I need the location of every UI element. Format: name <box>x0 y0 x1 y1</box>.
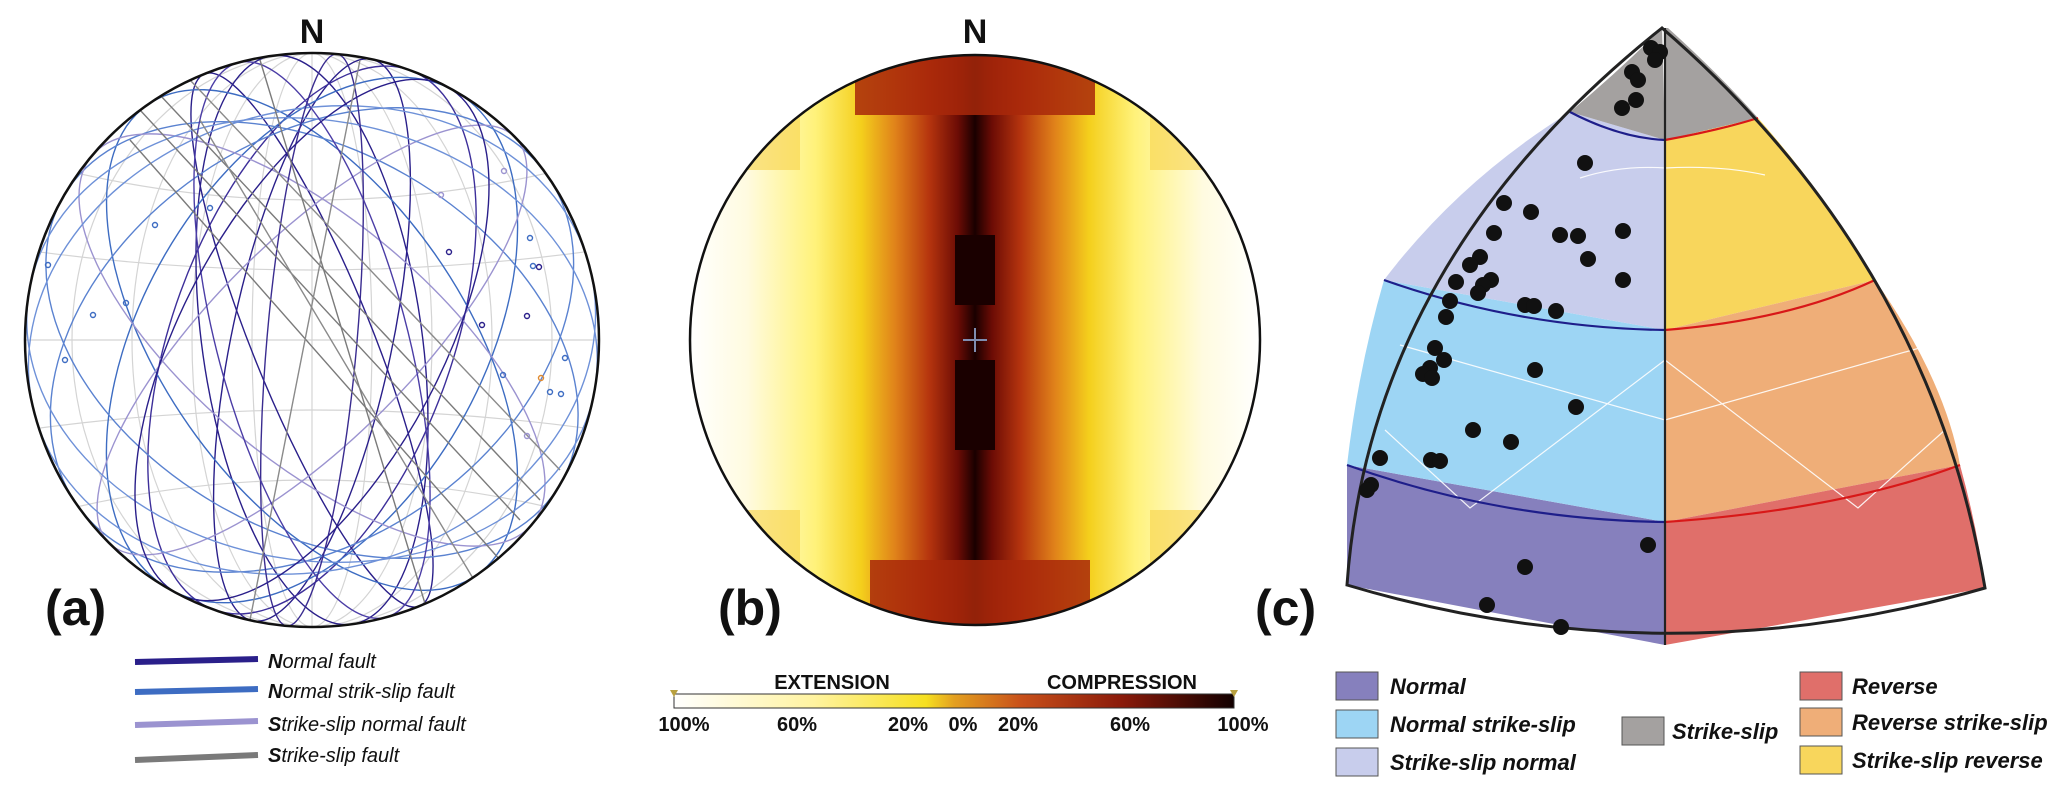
legend-swatch-reverse-strike-slip <box>1800 708 1842 736</box>
north-label-a: N <box>300 13 325 51</box>
legend-swatch-normal <box>1336 672 1378 700</box>
legend-c: Normal Normal strike-slip Strike-slip no… <box>1336 672 2048 776</box>
legend-label-reverse-strike-slip: Reverse strike-slip <box>1852 710 2048 735</box>
scale-tick-ext-100: 100% <box>658 714 709 736</box>
scale-bar <box>674 694 1234 708</box>
legend-a: Normal fault Normal strik-slip fault Str… <box>135 651 467 767</box>
panel-label-c: (c) <box>1255 580 1316 636</box>
legend-label-normal-strike-slip: Normal strike-slip <box>1390 712 1576 737</box>
legend-label-normal: Normal <box>1390 674 1467 699</box>
scale-tick-comp-60: 60% <box>1110 714 1150 736</box>
pole-points-a <box>46 169 568 439</box>
legend-swatch-normal-strike-slip-fault <box>135 689 258 692</box>
legend-label-reverse: Reverse <box>1852 674 1938 699</box>
legend-label-strike-slip-normal-fault: Strike-slip normal fault <box>268 714 467 736</box>
legend-label-normal-fault: Normal fault <box>268 651 377 673</box>
scale-tick-comp-20: 20% <box>998 714 1038 736</box>
legend-label-strike-slip-fault: Strike-slip fault <box>268 745 401 767</box>
scale-tick-ext-60: 60% <box>777 714 817 736</box>
legend-swatch-strike-slip-normal-fault <box>135 721 258 725</box>
scale-tick-comp-100: 100% <box>1217 714 1268 736</box>
legend-swatch-strike-slip-reverse <box>1800 746 1842 774</box>
density-heatmap-b <box>690 55 1260 625</box>
north-label-b: N <box>963 13 988 51</box>
panel-label-a: (a) <box>45 580 106 636</box>
stereonet-grid-a <box>25 53 599 627</box>
scale-title-extension: EXTENSION <box>774 672 890 694</box>
legend-swatch-normal-fault <box>135 659 258 662</box>
legend-label-strike-slip-normal: Strike-slip normal <box>1390 750 1577 775</box>
legend-swatch-strike-slip <box>1622 717 1664 745</box>
color-scale-b: EXTENSION COMPRESSION 100% 60% 20% 0% 20… <box>658 672 1268 736</box>
legend-swatch-strike-slip-normal <box>1336 748 1378 776</box>
scale-tick-ext-20: 20% <box>888 714 928 736</box>
panel-a: N <box>0 6 662 767</box>
legend-swatch-normal-strike-slip <box>1336 710 1378 738</box>
legend-label-strike-slip: Strike-slip <box>1672 719 1778 744</box>
panel-label-b: (b) <box>718 580 782 636</box>
panel-c: (c) Normal Normal strike-slip Strike-sli… <box>1255 28 2048 776</box>
panel-b: N (b) EXTENSION COMPRESSION <box>658 13 1268 736</box>
scale-title-compression: COMPRESSION <box>1047 672 1197 694</box>
legend-label-normal-strike-slip-fault: Normal strik-slip fault <box>268 681 456 703</box>
legend-swatch-strike-slip-fault <box>135 755 258 760</box>
legend-swatch-reverse <box>1800 672 1842 700</box>
legend-label-strike-slip-reverse: Strike-slip reverse <box>1852 748 2043 773</box>
scale-tick-zero: 0% <box>949 714 978 736</box>
